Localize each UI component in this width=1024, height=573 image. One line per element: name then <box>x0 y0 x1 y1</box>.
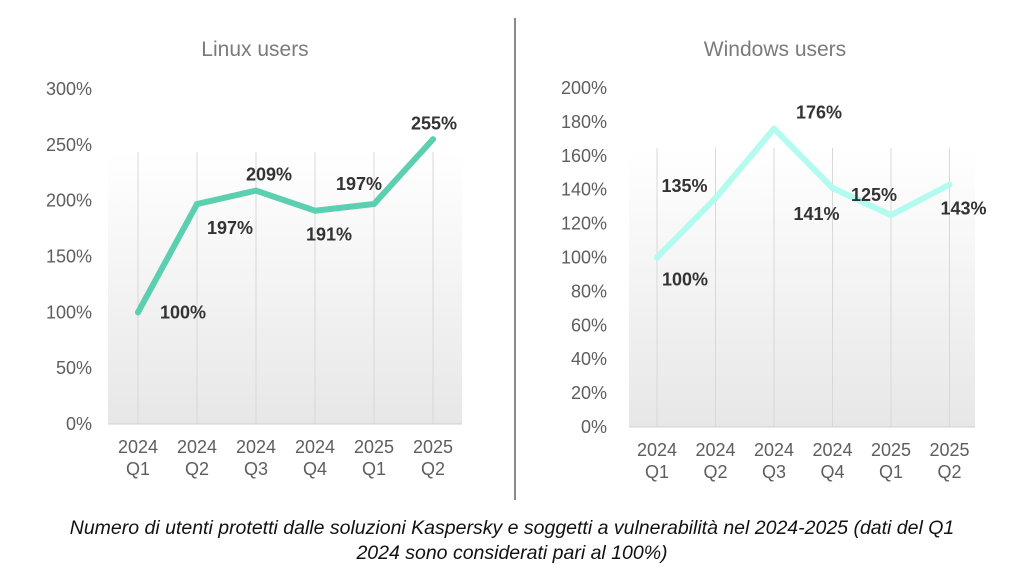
windows-y-tick-label: 180% <box>561 112 607 132</box>
windows-y-tick-label: 60% <box>571 315 607 335</box>
windows-x-tick-year: 2025 <box>871 440 911 460</box>
linux-plot-background <box>108 152 462 424</box>
linux-data-point <box>253 187 259 194</box>
linux-chart-title: Linux users <box>201 38 308 61</box>
windows-x-tick-quarter: Q1 <box>645 462 669 482</box>
linux-y-tick-label: 200% <box>46 191 92 211</box>
windows-data-label: 125% <box>851 185 897 205</box>
linux-x-tick-quarter: Q2 <box>421 459 445 479</box>
linux-data-label: 209% <box>246 165 292 185</box>
linux-y-tick-label: 150% <box>46 247 92 267</box>
windows-data-label: 176% <box>796 103 842 123</box>
windows-chart-title: Windows users <box>704 38 846 61</box>
windows-x-tick-quarter: Q2 <box>937 462 961 482</box>
windows-y-tick-label: 140% <box>561 180 607 200</box>
windows-data-point <box>771 125 777 132</box>
linux-x-tick-year: 2024 <box>295 437 335 457</box>
windows-x-tick-year: 2024 <box>637 440 677 460</box>
linux-data-label: 191% <box>306 225 352 245</box>
windows-y-tick-label: 100% <box>561 248 607 268</box>
caption-line-1: Numero di utenti protetti dalle soluzion… <box>69 517 955 539</box>
linux-y-tick-label: 50% <box>56 358 92 378</box>
linux-x-tick-year: 2024 <box>118 437 158 457</box>
windows-x-tick-year: 2024 <box>695 440 735 460</box>
linux-users-chart: Linux users 0% 50% 100% 150% 200% 250% 300% 2024… <box>46 38 462 479</box>
linux-y-tick-label: 100% <box>46 302 92 322</box>
linux-data-label: 255% <box>411 113 457 133</box>
windows-x-tick-year: 2024 <box>754 440 794 460</box>
linux-y-tick-label: 300% <box>46 79 92 99</box>
windows-series-line <box>654 125 953 261</box>
linux-x-tick-year: 2025 <box>354 437 394 457</box>
linux-data-point <box>430 136 436 143</box>
linux-data-label: 100% <box>160 302 206 322</box>
windows-y-tick-label: 80% <box>571 281 607 301</box>
caption-line-2: 2024 sono considerati pari al 100%) <box>356 542 668 564</box>
linux-x-tick-quarter: Q4 <box>303 459 327 479</box>
linux-x-tick-year: 2024 <box>236 437 276 457</box>
linux-data-point <box>135 309 141 316</box>
windows-y-tick-label: 120% <box>561 214 607 234</box>
linux-series-line <box>135 136 436 316</box>
windows-x-tick-quarter: Q1 <box>879 462 903 482</box>
linux-data-label: 197% <box>336 174 382 194</box>
linux-x-tick-quarter: Q1 <box>362 459 386 479</box>
chart-divider <box>514 18 516 500</box>
linux-x-tick-quarter: Q2 <box>185 459 209 479</box>
windows-data-label: 143% <box>940 199 986 219</box>
windows-data-label: 135% <box>661 176 707 196</box>
linux-y-tick-label: 250% <box>46 135 92 155</box>
windows-data-point <box>654 254 660 261</box>
windows-data-point <box>888 212 894 219</box>
windows-x-tick-year: 2025 <box>929 440 969 460</box>
linux-x-tick-year: 2025 <box>413 437 453 457</box>
windows-x-tick-year: 2024 <box>812 440 852 460</box>
linux-data-label: 197% <box>207 218 253 238</box>
linux-data-point <box>312 207 318 214</box>
linux-y-tick-label: 0% <box>66 414 92 434</box>
linux-data-point <box>194 201 200 208</box>
windows-data-point <box>712 195 719 202</box>
windows-y-tick-label: 20% <box>571 383 607 403</box>
windows-y-tick-label: 0% <box>581 417 607 437</box>
windows-y-tick-label: 160% <box>561 146 607 166</box>
windows-x-tick-quarter: Q3 <box>762 462 786 482</box>
linux-x-tick-quarter: Q3 <box>244 459 268 479</box>
windows-data-point <box>946 181 953 188</box>
windows-plot-background <box>629 148 975 427</box>
windows-data-point <box>829 185 836 192</box>
windows-y-tick-label: 200% <box>561 78 607 98</box>
windows-x-tick-quarter: Q2 <box>703 462 727 482</box>
linux-x-tick-quarter: Q1 <box>126 459 150 479</box>
linux-data-point <box>371 201 377 208</box>
windows-data-label: 141% <box>793 204 839 224</box>
windows-data-label: 100% <box>662 270 708 290</box>
figure-caption: Numero di utenti protetti dalle soluzion… <box>0 516 1024 566</box>
linux-x-tick-year: 2024 <box>177 437 217 457</box>
windows-x-tick-quarter: Q4 <box>820 462 844 482</box>
windows-y-tick-label: 40% <box>571 349 607 369</box>
windows-users-chart: Windows users 0% 20% 40% 60% 80% 100% 120% 140% 1… <box>561 38 987 482</box>
